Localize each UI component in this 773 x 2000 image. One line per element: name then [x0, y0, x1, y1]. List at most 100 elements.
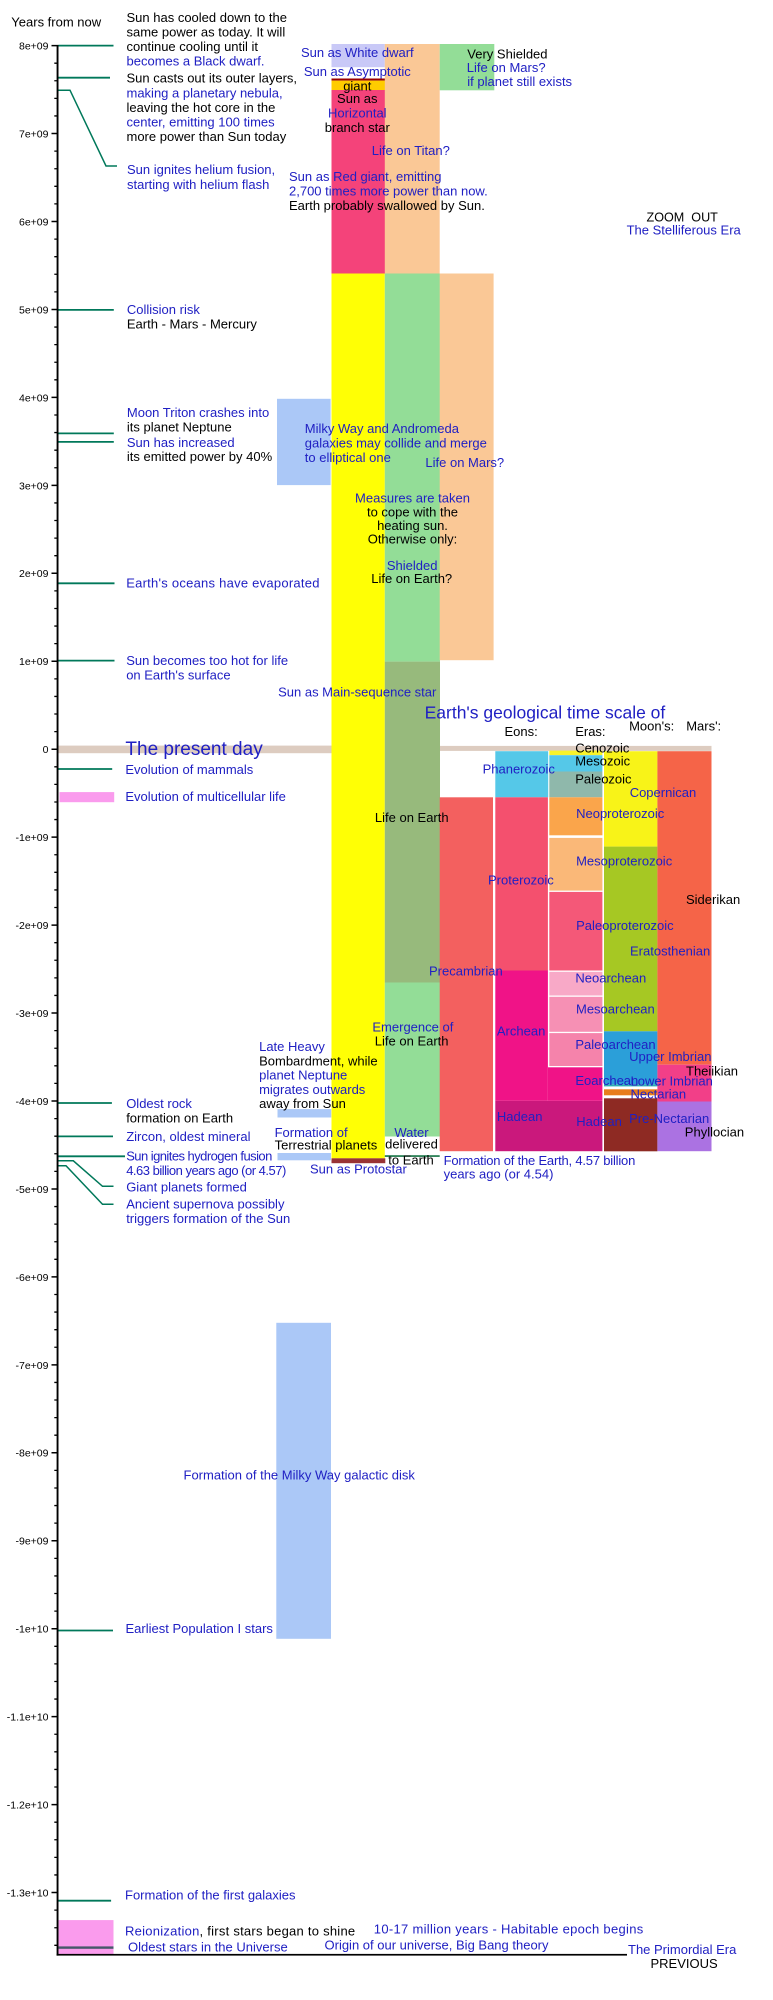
svg-text:Copernican: Copernican	[630, 785, 697, 800]
svg-text:if planet still exists: if planet still exists	[467, 74, 572, 89]
svg-text:Eratosthenian: Eratosthenian	[630, 943, 710, 958]
svg-text:Measures are taken: Measures are taken	[355, 491, 470, 506]
svg-text:Milky Way and Andromeda: Milky Way and Andromeda	[305, 421, 460, 436]
svg-text:Eras:: Eras:	[575, 724, 605, 739]
svg-text:The Stelliferous Era: The Stelliferous Era	[627, 222, 742, 237]
svg-text:continue cooling until it: continue cooling until it	[127, 39, 259, 54]
svg-text:-1e+09: -1e+09	[16, 832, 49, 844]
svg-text:same power as today. It will: same power as today. It will	[127, 25, 286, 40]
svg-text:Origin of our universe, Big Ba: Origin of our universe, Big Bang theory	[325, 1938, 550, 1953]
svg-text:-7e+09: -7e+09	[16, 1360, 49, 1372]
svg-text:Otherwise only:: Otherwise only:	[368, 532, 458, 547]
svg-text:Paleozoic: Paleozoic	[575, 771, 632, 786]
svg-text:Neoproterozoic: Neoproterozoic	[576, 806, 665, 821]
svg-text:its planet Neptune: its planet Neptune	[127, 419, 232, 434]
svg-text:2,700 times more power than no: 2,700 times more power than now.	[289, 184, 488, 199]
svg-text:1e+09: 1e+09	[19, 656, 49, 668]
svg-text:Life on Titan?: Life on Titan?	[372, 143, 450, 158]
svg-text:PREVIOUS: PREVIOUS	[651, 1956, 719, 1971]
svg-text:Water: Water	[394, 1125, 429, 1140]
svg-text:Terrestrial planets: Terrestrial planets	[275, 1137, 378, 1152]
svg-text:ZOOM OUT: ZOOM OUT	[647, 210, 719, 224]
svg-text:Oldest rock: Oldest rock	[126, 1096, 192, 1111]
svg-text:Late Heavy: Late Heavy	[259, 1039, 325, 1054]
svg-text:branch star: branch star	[325, 120, 391, 135]
svg-text:center, emitting 100 times: center, emitting 100 times	[127, 115, 276, 130]
svg-text:0: 0	[43, 744, 49, 756]
svg-text:Lower Imbrian: Lower Imbrian	[631, 1074, 713, 1089]
svg-text:Life on Earth: Life on Earth	[375, 1034, 449, 1049]
svg-text:Phanerozoic: Phanerozoic	[483, 761, 556, 776]
svg-text:leaving the hot core in the: leaving the hot core in the	[127, 100, 276, 115]
svg-text:Archean: Archean	[497, 1024, 545, 1039]
svg-text:years ago (or 4.54): years ago (or 4.54)	[444, 1166, 554, 1181]
svg-text:-5e+09: -5e+09	[16, 1184, 49, 1196]
svg-text:Sun as Red giant, emitting: Sun as Red giant, emitting	[289, 169, 441, 184]
svg-text:migrates outwards: migrates outwards	[259, 1082, 366, 1097]
svg-text:planet Neptune: planet Neptune	[259, 1068, 347, 1083]
svg-text:Life on Mars?: Life on Mars?	[467, 60, 546, 75]
svg-text:-9e+09: -9e+09	[16, 1536, 49, 1548]
svg-text:Emergence of: Emergence of	[372, 1020, 453, 1035]
svg-text:away from Sun: away from Sun	[259, 1096, 346, 1111]
svg-text:Formation of the Earth, 4.57 b: Formation of the Earth, 4.57 billion	[444, 1153, 636, 1168]
svg-text:-2e+09: -2e+09	[16, 920, 49, 932]
svg-text:Sun has increased: Sun has increased	[127, 435, 235, 450]
svg-text:giant: giant	[343, 79, 372, 94]
svg-text:Bombardment, while: Bombardment, while	[259, 1054, 378, 1069]
svg-text:Paleoproterozoic: Paleoproterozoic	[576, 918, 674, 933]
svg-text:-1.3e+10: -1.3e+10	[7, 1887, 49, 1899]
svg-text:heating sun.: heating sun.	[377, 518, 448, 533]
svg-text:The Primordial Era: The Primordial Era	[628, 1942, 737, 1957]
svg-text:-1e+10: -1e+10	[16, 1624, 49, 1636]
svg-text:Hadean: Hadean	[497, 1109, 543, 1124]
svg-text:Eons:: Eons:	[505, 724, 538, 739]
svg-text:Hadean: Hadean	[576, 1114, 622, 1129]
svg-text:on Earth's surface: on Earth's surface	[126, 667, 230, 682]
svg-text:Oldest stars in the Universe: Oldest stars in the Universe	[128, 1939, 288, 1954]
svg-text:Sun ignites hydrogen fusion: Sun ignites hydrogen fusion	[126, 1149, 272, 1164]
svg-text:Sun has cooled down to the: Sun has cooled down to the	[127, 10, 287, 25]
svg-text:Sun as Protostar: Sun as Protostar	[310, 1161, 407, 1176]
svg-text:Earth's geological time scale: Earth's geological time scale of	[425, 702, 666, 722]
svg-text:-3e+09: -3e+09	[16, 1008, 49, 1020]
svg-text:Sun as White dwarf: Sun as White dwarf	[301, 45, 414, 60]
svg-text:Cenozoic: Cenozoic	[575, 741, 630, 756]
svg-text:Proterozoic: Proterozoic	[488, 873, 554, 888]
svg-text:Shielded: Shielded	[387, 558, 438, 573]
svg-text:triggers formation of the Sun: triggers formation of the Sun	[126, 1211, 290, 1226]
svg-text:to elliptical one: to elliptical one	[305, 450, 391, 465]
svg-text:Sun ignites helium fusion,: Sun ignites helium fusion,	[127, 162, 275, 177]
svg-text:7e+09: 7e+09	[19, 128, 49, 140]
svg-text:to cope with the: to cope with the	[367, 504, 458, 519]
svg-text:Mesoarchean: Mesoarchean	[576, 1002, 655, 1017]
svg-text:Mars':: Mars':	[686, 719, 721, 734]
svg-text:delivered: delivered	[385, 1136, 438, 1151]
svg-text:Earliest Population I stars: Earliest Population I stars	[126, 1621, 274, 1636]
svg-text:-1.2e+10: -1.2e+10	[7, 1800, 49, 1812]
svg-text:Moon Triton crashes into: Moon Triton crashes into	[127, 405, 269, 420]
svg-text:4.63 billion years ago (or 4.5: 4.63 billion years ago (or 4.57)	[126, 1163, 286, 1178]
svg-text:Sun becomes too hot for life: Sun becomes too hot for life	[126, 653, 288, 668]
svg-text:Phyllocian: Phyllocian	[685, 1125, 744, 1140]
svg-text:Zircon, oldest mineral: Zircon, oldest mineral	[126, 1129, 250, 1144]
svg-text:Upper Imbrian: Upper Imbrian	[629, 1049, 711, 1064]
svg-text:Earth probably swallowed by Su: Earth probably swallowed by Sun.	[289, 198, 485, 213]
svg-text:Mesozoic: Mesozoic	[575, 754, 630, 769]
svg-text:3e+09: 3e+09	[19, 480, 49, 492]
svg-text:Earth's oceans have evaporated: Earth's oceans have evaporated	[126, 576, 320, 591]
svg-text:Very Shielded: Very Shielded	[467, 47, 547, 62]
svg-text:10-17 million years - Habitabl: 10-17 million years - Habitable epoch be…	[374, 1921, 644, 1936]
svg-text:Pre-Nectarian: Pre-Nectarian	[629, 1111, 709, 1126]
svg-text:Theiikian: Theiikian	[686, 1063, 738, 1078]
svg-text:Precambrian: Precambrian	[429, 964, 503, 979]
svg-text:-6e+09: -6e+09	[16, 1272, 49, 1284]
svg-text:Paleoarchean: Paleoarchean	[575, 1037, 655, 1052]
svg-text:8e+09: 8e+09	[19, 41, 49, 53]
svg-text:Mesoproterozoic: Mesoproterozoic	[576, 854, 673, 869]
svg-text:more power than Sun today: more power than Sun today	[127, 129, 287, 144]
svg-text:-8e+09: -8e+09	[16, 1448, 49, 1460]
svg-text:Sun casts out its outer layers: Sun casts out its outer layers,	[127, 71, 298, 86]
svg-text:Giant planets formed: Giant planets formed	[126, 1180, 247, 1195]
svg-text:Formation of: Formation of	[275, 1125, 348, 1140]
